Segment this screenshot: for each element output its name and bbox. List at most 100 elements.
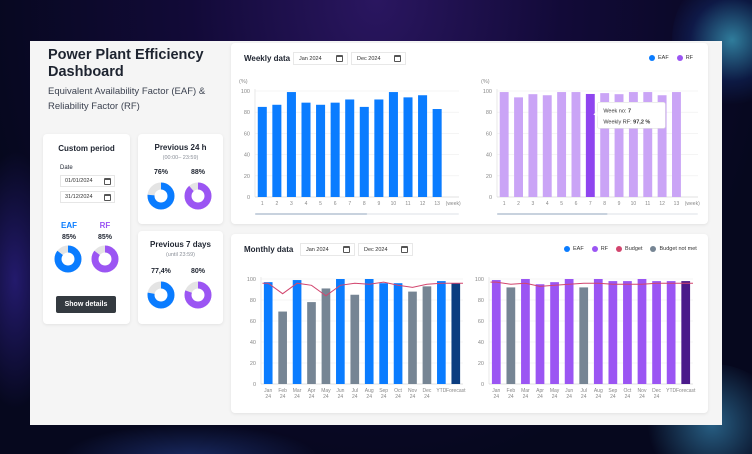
start-date-input[interactable]: 01/01/2024 [60,175,115,187]
custom-period-card: Custom period Date 01/01/2024 31/12/2024… [43,134,130,324]
calendar-icon[interactable] [336,55,343,62]
calendar-icon[interactable] [343,246,350,253]
calendar-icon[interactable] [394,55,401,62]
x-tick-label: Mar [521,388,530,394]
weekly-data-title: Weekly data [244,54,291,63]
y-tick-label: 0 [489,195,492,201]
weekly-to-input[interactable]: Dec 2024 [351,52,406,65]
previous-7-days-range: (until 23:59) [165,252,196,258]
rf-donut-chart [184,182,212,210]
y-tick-label: 100 [475,277,484,283]
bar [345,99,355,197]
x-tick-label: 24 [625,394,631,400]
monthly-from-input[interactable]: Jan 2024 [300,243,355,256]
x-tick-label: 24 [566,394,572,400]
calendar-icon[interactable] [104,194,111,201]
x-tick-label: YTD [666,388,676,394]
legend-item-eaf[interactable]: EAF [564,246,584,252]
bar [379,283,388,384]
y-tick-label: 0 [253,382,256,388]
y-tick-label: 40 [486,153,492,159]
legend-item-rf[interactable]: RF [591,246,608,252]
tooltip: Week no: 7 Weekly RF: 97,2 % [593,102,666,129]
end-date-input[interactable]: 31/12/2024 [60,191,115,203]
rf-label: RF [99,221,111,230]
donut-value-arc [184,182,212,210]
eaf-donut-chart [147,182,175,210]
budget-not-met-dot-icon [650,246,657,252]
bar [652,281,661,384]
x-tick-label: 10 [391,201,397,207]
bar [681,281,691,384]
bar [330,102,340,197]
x-tick-label: 24 [338,394,344,400]
legend-item-rf[interactable]: RF [676,55,693,61]
legend-item-eaf[interactable]: EAF [649,55,669,61]
horizontal-scrollbar-thumb[interactable] [255,213,368,215]
weekly-from-input[interactable]: Jan 2024 [293,52,348,65]
x-tick-label: Feb [507,388,516,394]
x-tick-label: 24 [366,394,372,400]
x-tick-label: 24 [352,394,358,400]
weekly-from-value: Jan 2024 [299,56,322,62]
previous-7-days-title: Previous 7 days [150,240,211,249]
eaf-value: 76% [153,169,168,176]
legend-item-budget[interactable]: Budget [616,246,642,252]
y-tick-label: 40 [250,340,256,346]
monthly-to-input[interactable]: Dec 2024 [358,243,413,256]
y-tick-label: 60 [244,131,250,137]
monthly-data-card: Monthly data Jan 2024 Dec 2024 EAF RF Bu… [231,234,708,413]
bar [364,279,374,384]
bar [437,281,446,384]
y-tick-label: 20 [478,361,484,367]
y-tick-label: 40 [244,153,250,159]
x-tick-label: 24 [381,394,387,400]
date-label: Date [60,165,73,171]
x-tick-label: 9 [618,201,621,207]
x-tick-label: 13 [434,201,440,207]
x-tick-label: 5 [319,201,322,207]
bar [336,279,345,384]
calendar-icon[interactable] [401,246,408,253]
bar [350,294,360,384]
x-tick-label: 10 [631,201,637,207]
legend-label: EAF [573,246,584,252]
horizontal-scrollbar-thumb[interactable] [497,213,608,215]
bar [491,280,501,384]
bar [550,282,559,384]
bar [451,283,461,384]
legend-item-budget-not-met[interactable]: Budget not met [650,246,697,252]
x-tick-label: 24 [523,394,529,400]
y-tick-label: 100 [483,89,492,95]
x-tick-label: Aug [594,388,603,394]
x-tick-label: 24 [323,394,329,400]
budget-line [262,281,463,297]
x-tick-label: 12 [659,201,665,207]
x-tick-label: 11 [645,201,650,207]
x-tick-label: YTD [436,388,446,394]
x-tick-label: Apr [308,388,316,394]
calendar-icon[interactable] [104,178,111,185]
bar [403,97,413,197]
y-tick-label: 20 [244,174,250,180]
x-tick-label: Sep [608,388,617,394]
x-tick-label: 8 [603,201,606,207]
weekly-data-card: Weekly data Jan 2024 Dec 2024 EAF RF (%)… [231,43,708,224]
tooltip-arrow [593,111,598,117]
dashboard-panel: Power Plant Efficiency Dashboard Equival… [30,41,722,425]
budget-dot-icon [616,246,623,252]
x-tick-label: 24 [508,394,514,400]
tooltip-week-value: 7 [628,108,631,114]
monthly-to-value: Dec 2024 [364,247,388,253]
y-axis-label: (%) [239,79,248,85]
bar [316,104,326,197]
x-tick-label: 24 [395,394,401,400]
rf-value: 88% [190,169,205,176]
x-tick-label: 2 [275,201,278,207]
bar [666,281,676,384]
bar [637,279,647,384]
show-details-button[interactable]: Show details [56,296,116,313]
x-tick-label: Jan [492,388,500,394]
bar [557,92,567,197]
x-tick-label: 24 [424,394,430,400]
